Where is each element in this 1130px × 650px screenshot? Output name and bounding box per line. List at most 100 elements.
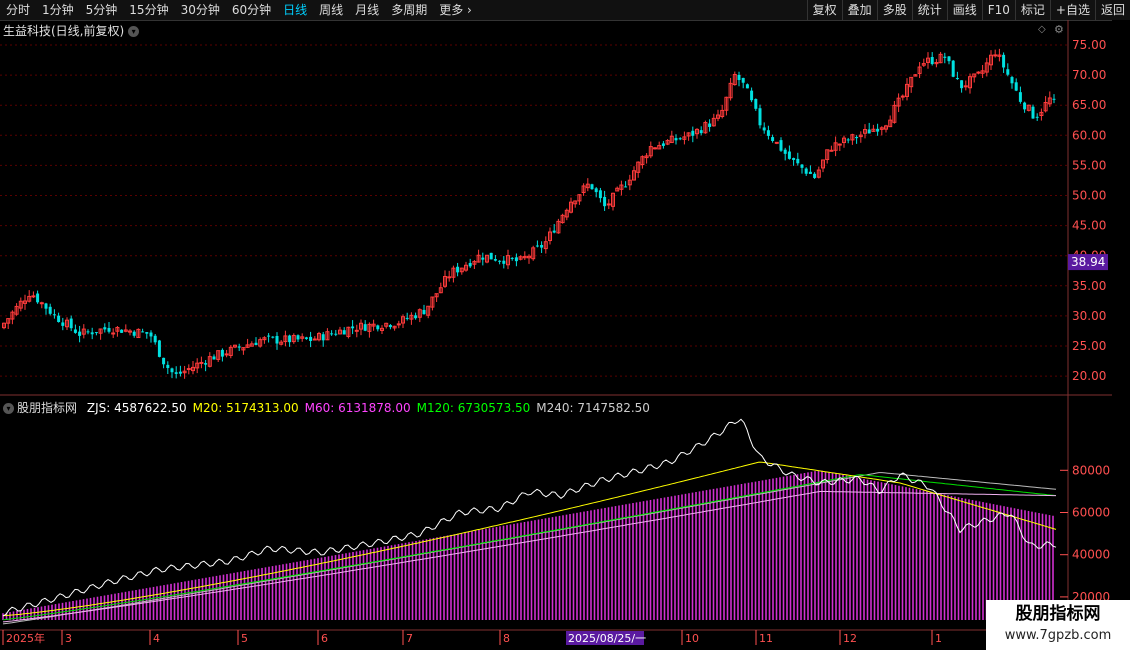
date-cursor-label: 2025/08/25/一 xyxy=(568,632,646,645)
toolbar: 分时 1分钟 5分钟 15分钟 30分钟 60分钟 日线 周线 月线 多周期 更多 › 复权 叠加 多股… xyxy=(0,0,1130,21)
candle-body xyxy=(577,194,582,202)
m120-line xyxy=(2,474,1057,621)
candle-body xyxy=(396,323,401,326)
candle-body xyxy=(691,130,695,136)
candle-body xyxy=(321,334,325,341)
tab-1[interactable]: 1分钟 xyxy=(42,3,74,17)
candle-body xyxy=(1018,92,1022,102)
candle-body xyxy=(716,114,720,119)
candle-body xyxy=(653,147,657,150)
candle-body xyxy=(590,184,594,190)
candle-body xyxy=(262,337,267,341)
tool-button-2[interactable]: 多股 xyxy=(876,0,912,20)
candle-body xyxy=(984,62,989,73)
date-cursor-box xyxy=(566,631,644,645)
candle-body xyxy=(632,170,636,181)
tool-button-4[interactable]: 画线 xyxy=(946,0,982,20)
tab-5[interactable]: 60分钟 xyxy=(231,3,272,17)
candle-body xyxy=(963,85,968,88)
candle-body xyxy=(409,314,414,320)
candle-body xyxy=(392,325,397,329)
price-tick-label: 50.00 xyxy=(1072,189,1106,203)
tab-4[interactable]: 30分钟 xyxy=(180,3,220,17)
tool-button-5[interactable]: F10 xyxy=(981,0,1015,20)
candle-body xyxy=(724,96,729,111)
tool-button-6[interactable]: 标记 xyxy=(1014,0,1050,20)
candle-body xyxy=(876,128,880,132)
tool-button-8[interactable]: 返回 xyxy=(1094,0,1130,20)
indicator-tick-label: 60000 xyxy=(1072,506,1110,520)
candle-body xyxy=(960,80,964,89)
candle-body xyxy=(388,325,392,328)
candle-body xyxy=(502,260,506,264)
candle-body xyxy=(594,188,598,193)
tab-10[interactable]: 更多 › xyxy=(439,3,472,17)
chevron-down-icon[interactable]: ▾ xyxy=(128,26,140,37)
candle-body xyxy=(157,340,161,357)
candle-body xyxy=(195,362,200,369)
candle-body xyxy=(376,325,380,330)
candle-body xyxy=(136,328,141,339)
chevron-down-icon[interactable]: ▾ xyxy=(3,403,14,414)
tab-6[interactable]: 日线 xyxy=(283,3,308,17)
candle-body xyxy=(606,203,611,206)
tool-button-0[interactable]: 复权 xyxy=(806,0,842,20)
candle-body xyxy=(207,356,212,367)
candle-body xyxy=(485,254,489,263)
date-label: 5 xyxy=(241,632,248,645)
candle-body xyxy=(863,129,867,134)
candle-body xyxy=(581,185,586,194)
candle-body xyxy=(1010,77,1014,84)
candle-body xyxy=(52,314,56,316)
candle-body xyxy=(459,267,464,273)
candle-body xyxy=(334,333,338,335)
candle-body xyxy=(275,335,279,344)
gear-icon[interactable]: ⚙ xyxy=(1054,23,1064,36)
tab-9[interactable]: 多周期 xyxy=(391,3,428,17)
candle-body xyxy=(18,300,23,309)
tool-button-1[interactable]: 叠加 xyxy=(841,0,877,20)
candle-body xyxy=(543,241,548,250)
tool-button-3[interactable]: 统计 xyxy=(911,0,947,20)
tab-7[interactable]: 周线 xyxy=(319,3,344,17)
date-label: 8 xyxy=(503,632,510,645)
candle-body xyxy=(279,341,284,345)
candle-body xyxy=(107,327,111,332)
tab-8[interactable]: 月线 xyxy=(355,3,380,17)
diamond-icon[interactable]: ◇ xyxy=(1038,24,1046,35)
indicator-name: 股朋指标网 xyxy=(17,401,78,415)
period-tabs: 分时 1分钟 5分钟 15分钟 30分钟 60分钟 日线 周线 月线 多周期 更多 › xyxy=(0,0,478,20)
candle-body xyxy=(813,173,817,178)
candle-body xyxy=(10,311,15,320)
candle-body xyxy=(804,168,808,174)
candle-body xyxy=(304,337,308,339)
candle-body xyxy=(1035,116,1039,118)
candle-body xyxy=(132,331,136,336)
candle-body xyxy=(267,335,271,337)
candle-body xyxy=(342,330,346,335)
candle-body xyxy=(787,151,791,159)
candle-body xyxy=(535,245,539,247)
candle-body xyxy=(464,264,468,271)
tab-2[interactable]: 5分钟 xyxy=(85,3,118,17)
candle-body xyxy=(569,201,573,213)
tab-3[interactable]: 15分钟 xyxy=(129,3,169,17)
candle-body xyxy=(78,331,82,336)
candle-body xyxy=(426,305,431,316)
candle-body xyxy=(779,140,783,151)
candle-body xyxy=(699,130,703,134)
candle-body xyxy=(69,318,73,329)
candle-body xyxy=(166,364,170,369)
candle-body xyxy=(128,330,132,333)
candle-body xyxy=(808,171,812,174)
candle-body xyxy=(447,276,452,279)
candle-body xyxy=(346,326,351,337)
tool-button-7[interactable]: +自选 xyxy=(1049,0,1095,20)
m20-line xyxy=(2,461,1057,617)
tab-0[interactable]: 分时 xyxy=(6,3,31,17)
date-label: 12 xyxy=(843,632,857,645)
candle-body xyxy=(737,74,741,81)
candle-body xyxy=(858,134,863,138)
candle-body xyxy=(153,335,157,343)
